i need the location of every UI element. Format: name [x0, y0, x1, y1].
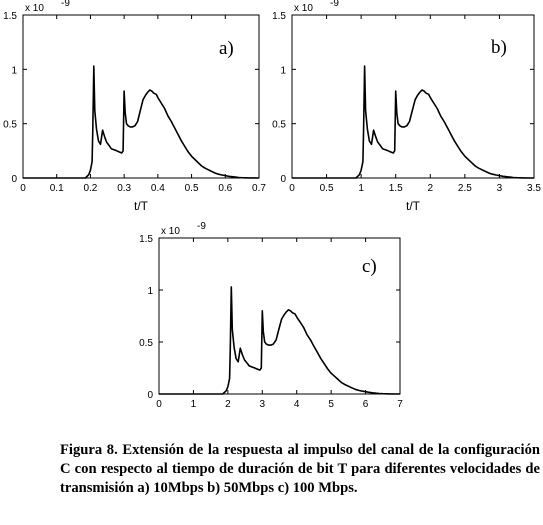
x-axis-label: t/T [134, 199, 149, 213]
x-tick-label: 0 [20, 183, 26, 194]
x-tick-label: 3 [260, 399, 266, 410]
impulse-response-line [23, 65, 260, 179]
x-tick-label: 0.5 [320, 183, 334, 194]
x-axis-label: t/T [406, 199, 421, 213]
x-tick-label: 6 [363, 399, 369, 410]
chart-panel-3: 0 1 2 3 4 5 6 7 0 0.5 1 1.5 x 10 -9 c) [139, 221, 403, 410]
x-tick-label: 2.5 [458, 183, 472, 194]
y-exponent-label: x 10 [294, 3, 313, 14]
y-tick-label: 0.5 [272, 120, 286, 131]
y-exponent-power: -9 [197, 221, 206, 232]
x-tick-label: 0.6 [218, 183, 232, 194]
x-tick-label: 1 [358, 183, 364, 194]
x-tick-label: 0.5 [185, 183, 199, 194]
y-tick-label: 0 [11, 174, 17, 185]
x-tick-label: 3 [497, 183, 503, 194]
chart-panel-2: 0 0.5 1 1.5 2 2.5 3 3.5 0 0.5 1 1.5 x 10 -9 t/T b) [272, 0, 541, 213]
y-tick-label: 1 [147, 286, 153, 297]
panel-label: a) [219, 38, 234, 59]
y-tick-label: 0.5 [139, 338, 153, 349]
x-tick-label: 0 [289, 183, 295, 194]
x-tick-label: 5 [328, 399, 334, 410]
y-tick-label: 0 [147, 390, 153, 401]
x-tick-label: 4 [294, 399, 300, 410]
chart-panel-1: 0 0.1 0.2 0.3 0.4 0.5 0.6 0.7 0 0.5 1 1.5 x 10 -9 t/T a… [3, 0, 266, 213]
axes-frame [291, 14, 535, 179]
x-tick-label: 7 [397, 399, 403, 410]
axes-frame [22, 14, 260, 179]
x-tick-label: 0.7 [252, 183, 266, 194]
x-tick-label: 3.5 [527, 183, 541, 194]
y-exponent-power: -9 [330, 0, 339, 9]
y-exponent-label: x 10 [161, 226, 180, 237]
y-tick-label: 0.5 [3, 120, 17, 131]
axes-frame [158, 237, 401, 395]
x-tick-label: 2 [428, 183, 434, 194]
impulse-response-line [292, 65, 535, 179]
x-tick-label: 0.1 [50, 183, 64, 194]
panel-label: c) [362, 256, 377, 277]
y-exponent-label: x 10 [25, 3, 44, 14]
panel-label: b) [491, 37, 507, 58]
x-tick-label: 0.2 [83, 183, 97, 194]
figure-caption: Figura 8. Extensión de la respuesta al i… [60, 442, 540, 496]
x-tick-label: 0 [156, 399, 162, 410]
y-exponent-power: -9 [61, 0, 70, 9]
y-tick-label: 1 [11, 65, 17, 76]
impulse-response-line [159, 286, 401, 395]
x-tick-label: 2 [225, 399, 231, 410]
y-tick-label: 0 [280, 174, 286, 185]
x-tick-label: 0.3 [117, 183, 131, 194]
y-tick-label: 1 [280, 65, 286, 76]
y-tick-label: 1.5 [272, 11, 286, 22]
y-tick-label: 1.5 [139, 234, 153, 245]
x-tick-label: 1 [191, 399, 197, 410]
x-tick-label: 0.4 [151, 183, 165, 194]
y-tick-label: 1.5 [3, 11, 17, 22]
x-tick-label: 1.5 [389, 183, 403, 194]
